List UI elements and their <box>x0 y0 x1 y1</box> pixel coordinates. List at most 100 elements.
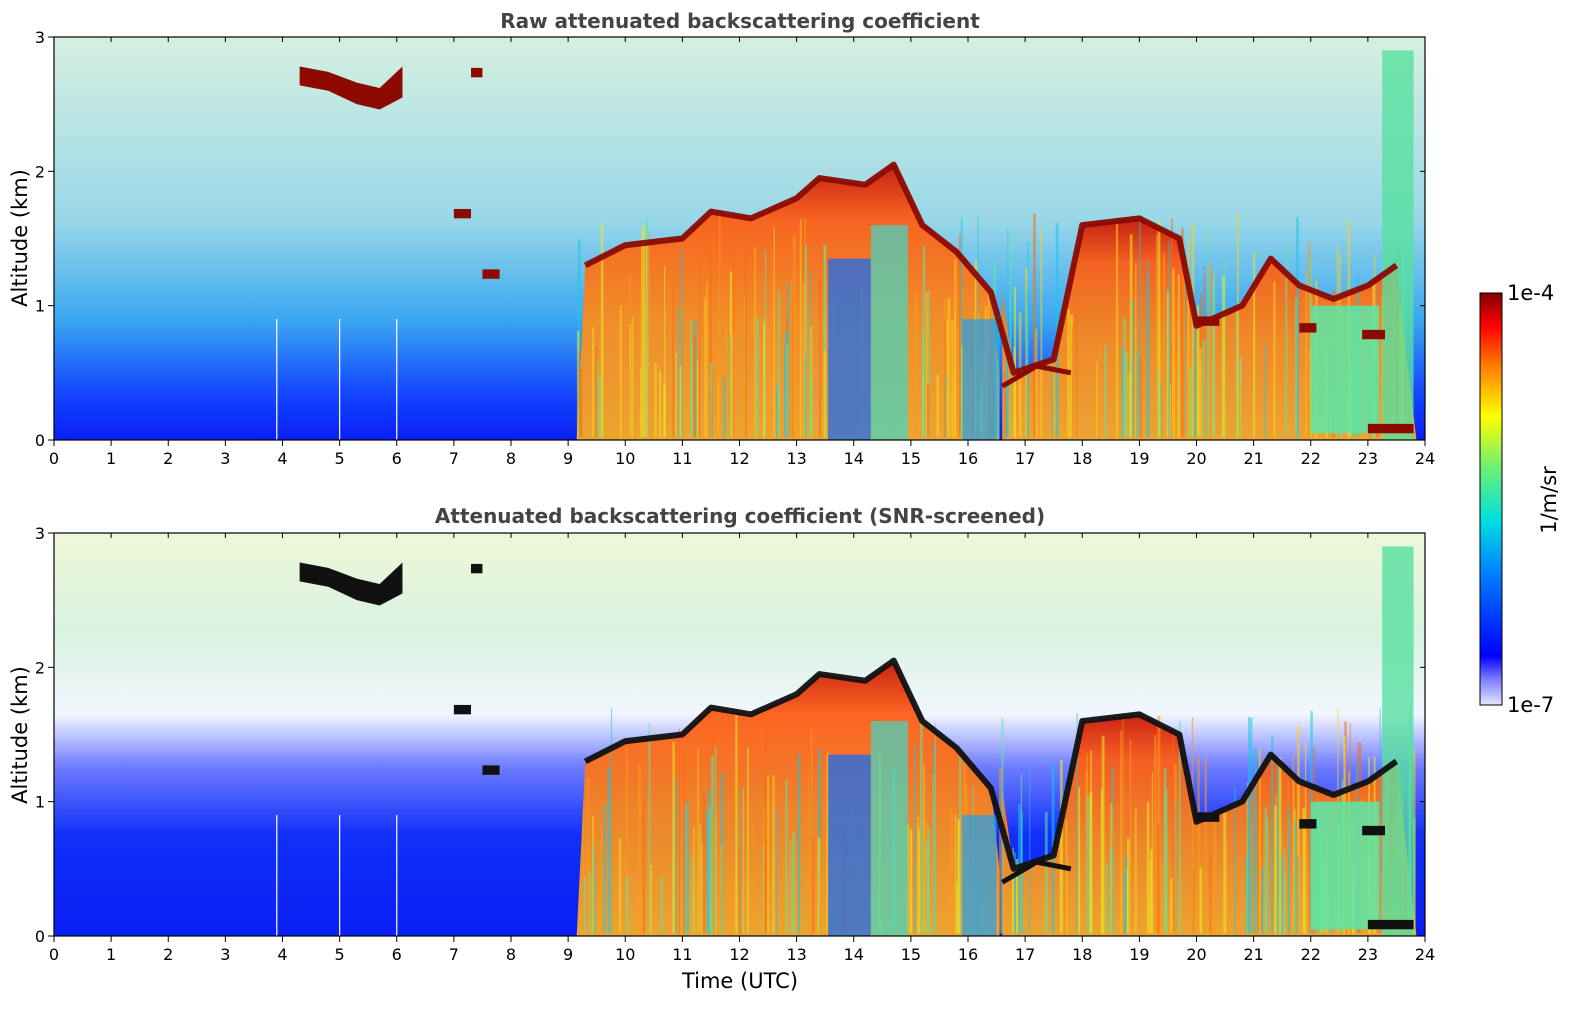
x-tick-label: 14 <box>844 449 864 468</box>
low-cloud-base <box>1001 859 1072 885</box>
raw-x-ticks: 0 1 2 3 4 5 6 7 8 9 10 11 12 13 14 15 16 17 18 19 20 21 22 23 24 <box>49 37 1435 468</box>
x-tick-label: 4 <box>277 449 287 468</box>
x-axis-label: Time (UTC) <box>681 969 798 993</box>
cloud-patch <box>453 208 472 219</box>
x-tick-label: 13 <box>786 945 806 964</box>
y-tick-label: 0 <box>35 927 45 946</box>
x-tick-label: 2 <box>163 449 173 468</box>
x-tick-label: 22 <box>1301 945 1321 964</box>
cloud-patch <box>482 269 500 279</box>
x-tick-label: 23 <box>1358 449 1378 468</box>
cloud-patch <box>471 67 483 78</box>
x-tick-label: 21 <box>1243 945 1263 964</box>
clear-column <box>1382 50 1414 440</box>
clear-column <box>962 815 997 936</box>
clear-column <box>828 754 871 936</box>
x-tick-label: 17 <box>1015 449 1035 468</box>
snr-x-ticks: 0 1 2 3 4 5 6 7 8 9 10 11 12 13 14 15 16 17 18 19 20 21 22 23 24 <box>49 533 1435 964</box>
snr-heatmap-area <box>54 533 1425 936</box>
y-tick-label: 1 <box>35 793 45 812</box>
x-tick-label: 23 <box>1358 945 1378 964</box>
cloud-top-trace <box>583 657 1399 872</box>
x-tick-label: 15 <box>901 945 921 964</box>
clear-column <box>1382 546 1414 936</box>
x-tick-label: 12 <box>729 945 749 964</box>
x-tick-label: 3 <box>220 449 230 468</box>
x-tick-label: 24 <box>1415 449 1435 468</box>
x-tick-label: 10 <box>615 449 635 468</box>
x-tick-label: 1 <box>106 945 116 964</box>
x-tick-label: 16 <box>958 945 978 964</box>
x-tick-label: 7 <box>449 945 459 964</box>
x-tick-label: 9 <box>563 449 573 468</box>
cloud-patch <box>1299 323 1317 333</box>
y-tick-label: 1 <box>35 297 45 316</box>
raw-y-ticks: 0 1 2 3 <box>35 28 1425 450</box>
x-tick-label: 7 <box>449 449 459 468</box>
cloud-patch <box>1367 919 1414 930</box>
cloud-patch <box>482 765 500 775</box>
x-tick-label: 22 <box>1301 449 1321 468</box>
cloud-patch <box>453 704 472 715</box>
high-cloud-layer <box>299 66 403 110</box>
clear-column <box>828 258 871 440</box>
x-tick-label: 24 <box>1415 945 1435 964</box>
x-tick-label: 3 <box>220 945 230 964</box>
x-tick-label: 10 <box>615 945 635 964</box>
cloud-patch <box>1196 316 1220 326</box>
clear-column <box>962 319 997 440</box>
cloud-patch <box>1362 329 1386 340</box>
raw-cloud-structures <box>276 50 1417 440</box>
snr-cloud-structures <box>276 546 1417 936</box>
x-tick-label: 14 <box>844 945 864 964</box>
x-tick-label: 0 <box>49 449 59 468</box>
x-tick-label: 21 <box>1243 449 1263 468</box>
x-tick-label: 0 <box>49 945 59 964</box>
x-tick-label: 19 <box>1129 945 1149 964</box>
raw-y-axis-label: Altitude (km) <box>8 169 32 307</box>
x-tick-label: 8 <box>506 945 516 964</box>
x-tick-label: 17 <box>1015 945 1035 964</box>
y-tick-label: 2 <box>35 658 45 677</box>
y-tick-label: 0 <box>35 431 45 450</box>
x-tick-label: 11 <box>672 449 692 468</box>
clear-column <box>870 225 909 440</box>
x-tick-label: 5 <box>335 449 345 468</box>
x-tick-label: 18 <box>1072 945 1092 964</box>
x-tick-label: 15 <box>901 449 921 468</box>
clear-column <box>1310 305 1380 434</box>
x-tick-label: 2 <box>163 945 173 964</box>
snr-panel-title: Attenuated backscattering coefficient (S… <box>435 504 1045 528</box>
x-tick-label: 20 <box>1186 449 1206 468</box>
clear-column <box>1310 801 1380 930</box>
cloud-patch <box>1367 423 1414 434</box>
x-tick-label: 1 <box>106 449 116 468</box>
x-tick-label: 18 <box>1072 449 1092 468</box>
colorbar-gradient <box>1479 292 1503 706</box>
raw-heatmap-area <box>54 37 1425 440</box>
snr-screened-panel: Attenuated backscattering coefficient (S… <box>8 504 1435 993</box>
colorbar-unit-label: 1/m/sr <box>1537 466 1561 534</box>
x-tick-label: 4 <box>277 945 287 964</box>
colorbar-max-label: 1e-4 <box>1507 281 1554 305</box>
cloud-patch <box>1299 819 1317 829</box>
cloud-patch <box>1362 825 1386 836</box>
colorbar-min-label: 1e-7 <box>1507 693 1554 717</box>
x-tick-label: 16 <box>958 449 978 468</box>
y-tick-label: 3 <box>35 524 45 543</box>
cloud-patch <box>471 563 483 574</box>
snr-y-ticks: 0 1 2 3 <box>35 524 1425 946</box>
raw-panel-title: Raw attenuated backscattering coefficien… <box>500 9 980 33</box>
snr-y-axis-label: Altitude (km) <box>8 666 32 804</box>
x-tick-label: 8 <box>506 449 516 468</box>
x-tick-label: 20 <box>1186 945 1206 964</box>
x-tick-label: 5 <box>335 945 345 964</box>
cloud-top-trace <box>583 161 1399 376</box>
colorbar: 1e-4 1e-7 1/m/sr <box>1479 281 1561 717</box>
x-tick-label: 6 <box>392 449 402 468</box>
y-tick-label: 2 <box>35 162 45 181</box>
y-tick-label: 3 <box>35 28 45 47</box>
raw-backscatter-panel: Raw attenuated backscattering coefficien… <box>8 9 1435 468</box>
x-tick-label: 11 <box>672 945 692 964</box>
